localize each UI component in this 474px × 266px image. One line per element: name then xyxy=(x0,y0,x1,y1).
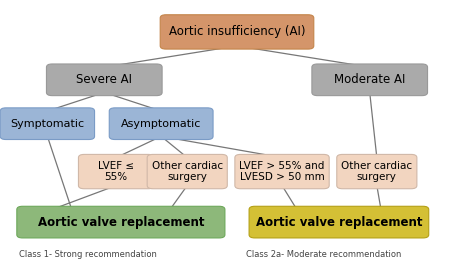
Text: Symptomatic: Symptomatic xyxy=(10,119,84,129)
Text: LVEF > 55% and
LVESD > 50 mm: LVEF > 55% and LVESD > 50 mm xyxy=(239,161,325,182)
FancyBboxPatch shape xyxy=(147,154,227,189)
FancyBboxPatch shape xyxy=(78,154,154,189)
Text: Class 2a- Moderate recommendation: Class 2a- Moderate recommendation xyxy=(246,250,402,259)
Text: Aortic insufficiency (AI): Aortic insufficiency (AI) xyxy=(169,26,305,38)
FancyBboxPatch shape xyxy=(312,64,428,96)
Text: Moderate AI: Moderate AI xyxy=(334,73,405,86)
FancyBboxPatch shape xyxy=(249,206,428,238)
Text: LVEF ≤
55%: LVEF ≤ 55% xyxy=(98,161,134,182)
FancyBboxPatch shape xyxy=(46,64,162,96)
Text: Severe AI: Severe AI xyxy=(76,73,132,86)
Text: Asymptomatic: Asymptomatic xyxy=(121,119,201,129)
FancyBboxPatch shape xyxy=(235,154,329,189)
Text: Class 1- Strong recommendation: Class 1- Strong recommendation xyxy=(19,250,157,259)
FancyBboxPatch shape xyxy=(109,108,213,139)
Text: Other cardiac
surgery: Other cardiac surgery xyxy=(341,161,412,182)
FancyBboxPatch shape xyxy=(160,15,314,49)
FancyBboxPatch shape xyxy=(17,206,225,238)
FancyBboxPatch shape xyxy=(337,154,417,189)
Text: Aortic valve replacement: Aortic valve replacement xyxy=(255,216,422,228)
Text: Aortic valve replacement: Aortic valve replacement xyxy=(37,216,204,228)
Text: Other cardiac
surgery: Other cardiac surgery xyxy=(152,161,223,182)
FancyBboxPatch shape xyxy=(0,108,94,139)
